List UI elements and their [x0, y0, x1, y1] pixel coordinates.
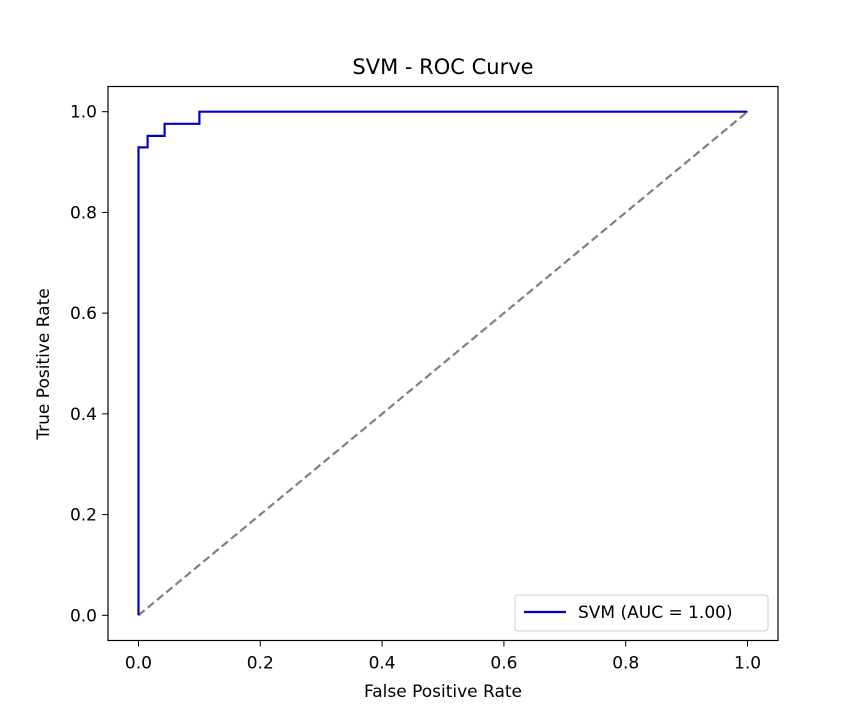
- x-axis-label: False Positive Rate: [364, 682, 522, 702]
- y-tick-label: 1.0: [70, 103, 97, 123]
- x-tick-label: 0.6: [490, 654, 517, 674]
- series-line-svm: [137, 110, 748, 616]
- y-tick-label: 0.6: [70, 304, 97, 324]
- legend-box: [514, 594, 769, 632]
- y-tick-label: 0.2: [70, 506, 97, 526]
- y-tick-label: 0.8: [70, 203, 97, 223]
- chance-diagonal-line: [137, 110, 749, 617]
- x-tick-label: 1.0: [734, 654, 761, 674]
- x-tick-label: 0.8: [612, 654, 639, 674]
- plot-area: [137, 110, 749, 617]
- y-axis-label: True Positive Rate: [34, 288, 54, 440]
- x-axis-ticks: 0.0 0.2 0.4 0.6 0.8 1.0: [125, 640, 761, 674]
- x-tick-label: 0.0: [125, 654, 152, 674]
- x-tick-label: 0.4: [369, 654, 396, 674]
- y-tick-label: 0.4: [70, 405, 97, 425]
- legend-entry-svm: SVM (AUC = 1.00): [578, 603, 733, 623]
- chart-title: SVM - ROC Curve: [352, 55, 533, 79]
- y-axis-ticks: 0.0 0.2 0.4 0.6 0.8 1.0: [70, 103, 108, 626]
- y-tick-label: 0.0: [70, 606, 97, 626]
- axes-frame: [107, 85, 779, 642]
- legend: SVM (AUC = 1.00): [514, 594, 769, 632]
- x-tick-label: 0.2: [247, 654, 274, 674]
